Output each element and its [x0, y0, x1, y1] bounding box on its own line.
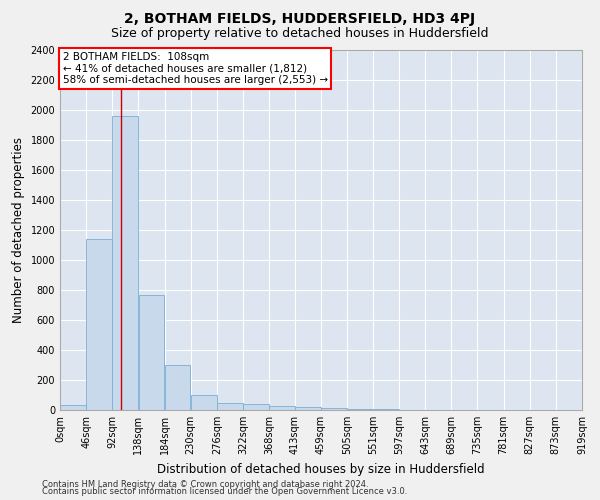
Text: Contains HM Land Registry data © Crown copyright and database right 2024.: Contains HM Land Registry data © Crown c…	[42, 480, 368, 489]
Bar	[295, 407, 320, 410]
X-axis label: Distribution of detached houses by size in Huddersfield: Distribution of detached houses by size …	[157, 462, 485, 475]
Bar	[112, 116, 138, 410]
Bar	[373, 409, 399, 410]
Bar	[217, 402, 243, 410]
Text: Contains public sector information licensed under the Open Government Licence v3: Contains public sector information licen…	[42, 487, 407, 496]
Text: 2, BOTHAM FIELDS, HUDDERSFIELD, HD3 4PJ: 2, BOTHAM FIELDS, HUDDERSFIELD, HD3 4PJ	[124, 12, 476, 26]
Text: 2 BOTHAM FIELDS:  108sqm
← 41% of detached houses are smaller (1,812)
58% of sem: 2 BOTHAM FIELDS: 108sqm ← 41% of detache…	[62, 52, 328, 85]
Bar	[164, 365, 190, 410]
Text: Size of property relative to detached houses in Huddersfield: Size of property relative to detached ho…	[111, 28, 489, 40]
Bar	[347, 408, 373, 410]
Bar	[86, 239, 112, 410]
Bar	[321, 408, 347, 410]
Bar	[243, 404, 269, 410]
Bar	[191, 395, 217, 410]
Bar	[269, 406, 295, 410]
Bar	[60, 405, 86, 410]
Y-axis label: Number of detached properties: Number of detached properties	[12, 137, 25, 323]
Bar	[139, 294, 164, 410]
